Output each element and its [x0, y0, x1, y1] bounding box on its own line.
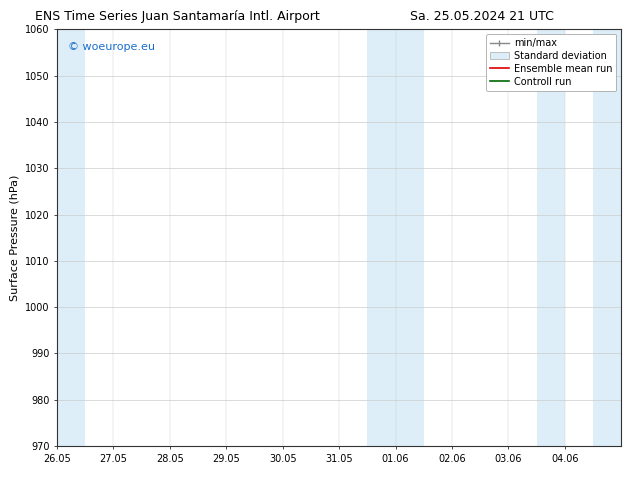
Text: © woeurope.eu: © woeurope.eu: [68, 42, 155, 52]
Bar: [593, 29, 621, 446]
Bar: [368, 29, 396, 446]
Bar: [57, 29, 85, 446]
Text: ENS Time Series Juan Santamaría Intl. Airport: ENS Time Series Juan Santamaría Intl. Ai…: [35, 10, 320, 23]
Legend: min/max, Standard deviation, Ensemble mean run, Controll run: min/max, Standard deviation, Ensemble me…: [486, 34, 616, 91]
Y-axis label: Surface Pressure (hPa): Surface Pressure (hPa): [10, 174, 19, 301]
Bar: [536, 29, 565, 446]
Text: Sa. 25.05.2024 21 UTC: Sa. 25.05.2024 21 UTC: [410, 10, 553, 23]
Bar: [396, 29, 424, 446]
